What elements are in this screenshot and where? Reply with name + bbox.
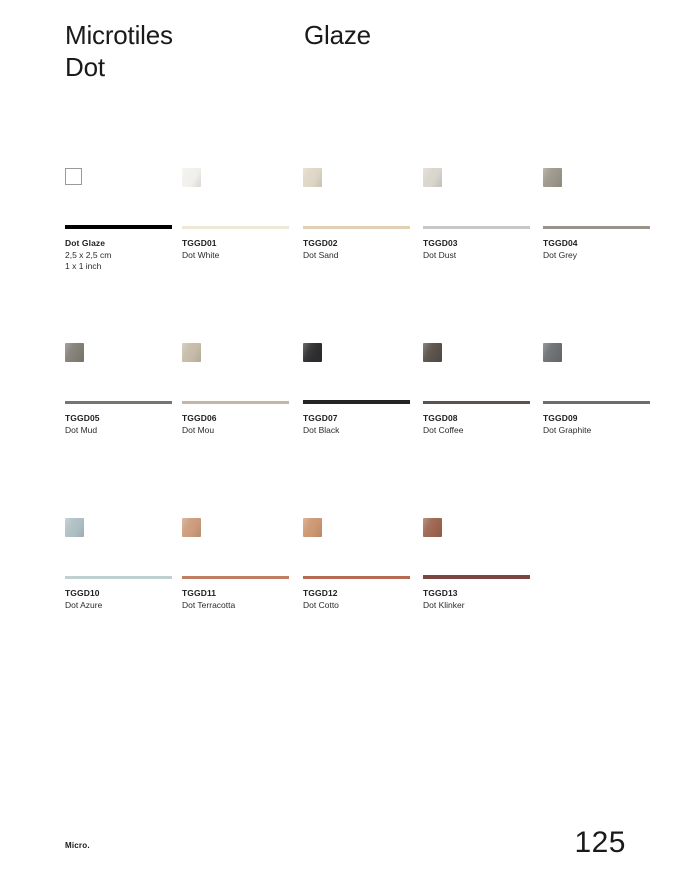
swatch-caption: TGGD09 Dot Graphite	[543, 413, 673, 436]
color-rule	[303, 576, 410, 579]
swatch-row: TGGD10 Dot Azure TGGD11 Dot Terracotta TGGD1…	[0, 500, 678, 675]
swatch-name: Dot Azure	[65, 599, 103, 610]
swatch-cell[interactable]: TGGD06 Dot Mou	[182, 325, 302, 500]
color-chip	[423, 518, 442, 537]
swatch-caption: TGGD06 Dot Mou	[182, 413, 312, 436]
swatch-name: Dot Graphite	[543, 424, 592, 435]
page-number: 125	[574, 826, 626, 859]
color-chip	[423, 168, 442, 187]
color-chip	[182, 343, 201, 362]
color-rule	[182, 576, 289, 579]
swatch-cell[interactable]: TGGD08 Dot Coffee	[423, 325, 543, 500]
swatch-code: TGGD03	[423, 238, 458, 248]
swatch-name: Dot White	[182, 249, 220, 260]
swatch-cell[interactable]: TGGD13 Dot Klinker	[423, 500, 543, 675]
swatch-code: TGGD05	[65, 413, 100, 423]
swatch-code: TGGD06	[182, 413, 217, 423]
color-rule	[423, 226, 530, 229]
swatch-cell[interactable]: TGGD02 Dot Sand	[303, 150, 423, 325]
swatch-caption: TGGD02 Dot Sand	[303, 238, 433, 261]
swatch-caption: TGGD04 Dot Grey	[543, 238, 673, 261]
section-title: Glaze	[304, 20, 371, 50]
swatch-code: TGGD04	[543, 238, 578, 248]
swatch-code: TGGD02	[303, 238, 338, 248]
color-rule	[303, 400, 410, 404]
color-rule	[543, 401, 650, 404]
color-chip	[303, 168, 322, 187]
color-rule	[65, 576, 172, 579]
swatch-caption: Dot Glaze 2,5 x 2,5 cm 1 x 1 inch	[65, 238, 195, 273]
swatch-code: TGGD12	[303, 588, 338, 598]
swatch-caption: TGGD01 Dot White	[182, 238, 312, 261]
color-chip	[182, 168, 201, 187]
swatch-cell[interactable]: TGGD11 Dot Terracotta	[182, 500, 302, 675]
swatch-cell[interactable]: TGGD10 Dot Azure	[65, 500, 185, 675]
swatch-name: Dot Dust	[423, 249, 457, 260]
swatch-cell[interactable]: TGGD07 Dot Black	[303, 325, 423, 500]
swatch-grid: Dot Glaze 2,5 x 2,5 cm 1 x 1 inch TGGD01 Dot…	[0, 150, 678, 675]
color-rule	[182, 401, 289, 404]
swatch-caption: TGGD10 Dot Azure	[65, 588, 195, 611]
swatch-name: Dot Mud	[65, 424, 98, 435]
color-rule	[543, 226, 650, 229]
swatch-caption: TGGD12 Dot Cotto	[303, 588, 433, 611]
swatch-cell[interactable]: TGGD03 Dot Dust	[423, 150, 543, 325]
swatch-code: TGGD13	[423, 588, 458, 598]
swatch-caption: TGGD05 Dot Mud	[65, 413, 195, 436]
swatch-code: TGGD10	[65, 588, 100, 598]
square-outline-icon	[65, 168, 82, 185]
swatch-caption: TGGD07 Dot Black	[303, 413, 433, 436]
swatch-name: Dot Klinker	[423, 599, 465, 610]
color-rule	[182, 226, 289, 229]
color-chip	[303, 343, 322, 362]
color-rule	[423, 575, 530, 579]
swatch-name: Dot Mou	[182, 424, 215, 435]
swatch-size-metric: 2,5 x 2,5 cm	[65, 249, 112, 260]
swatch-code: TGGD11	[182, 588, 217, 598]
swatch-code: TGGD07	[303, 413, 338, 423]
color-rule	[423, 401, 530, 404]
swatch-caption: TGGD08 Dot Coffee	[423, 413, 553, 436]
color-chip	[65, 518, 84, 537]
page-title-line-2: Dot	[65, 52, 105, 82]
swatch-code: TGGD01	[182, 238, 217, 248]
swatch-row: TGGD05 Dot Mud TGGD06 Dot Mou TGGD07 Dot Blac…	[0, 325, 678, 500]
color-chip	[182, 518, 201, 537]
swatch-code: Dot Glaze	[65, 238, 106, 248]
swatch-name: Dot Cotto	[303, 599, 339, 610]
swatch-cell[interactable]: TGGD09 Dot Graphite	[543, 325, 663, 500]
color-rule	[65, 401, 172, 404]
swatch-cell[interactable]: TGGD12 Dot Cotto	[303, 500, 423, 675]
swatch-name: Dot Coffee	[423, 424, 464, 435]
brand-mark: Micro.	[65, 841, 90, 850]
swatch-caption: TGGD13 Dot Klinker	[423, 588, 553, 611]
color-chip	[303, 518, 322, 537]
swatch-cell[interactable]: TGGD05 Dot Mud	[65, 325, 185, 500]
swatch-name: Dot Sand	[303, 249, 339, 260]
page-title: Microtiles Dot	[65, 19, 173, 83]
page-title-line-1: Microtiles	[65, 20, 173, 50]
color-chip	[65, 343, 84, 362]
swatch-name: Dot Terracotta	[182, 599, 236, 610]
swatch-row: Dot Glaze 2,5 x 2,5 cm 1 x 1 inch TGGD01 Dot…	[0, 150, 678, 325]
swatch-name: Dot Black	[303, 424, 340, 435]
swatch-name: Dot Grey	[543, 249, 578, 260]
color-chip	[543, 168, 562, 187]
color-chip	[423, 343, 442, 362]
swatch-cell[interactable]: TGGD04 Dot Grey	[543, 150, 663, 325]
swatch-code: TGGD08	[423, 413, 458, 423]
swatch-code: TGGD09	[543, 413, 578, 423]
color-chip	[543, 343, 562, 362]
color-rule	[65, 225, 172, 229]
page-footer: Micro. 125	[0, 802, 678, 872]
swatch-caption: TGGD03 Dot Dust	[423, 238, 553, 261]
swatch-caption: TGGD11 Dot Terracotta	[182, 588, 312, 611]
color-rule	[303, 226, 410, 229]
swatch-size-imperial: 1 x 1 inch	[65, 261, 102, 271]
swatch-cell[interactable]: TGGD01 Dot White	[182, 150, 302, 325]
page-header: Microtiles Dot Glaze	[0, 0, 678, 110]
legend-cell[interactable]: Dot Glaze 2,5 x 2,5 cm 1 x 1 inch	[65, 150, 185, 325]
